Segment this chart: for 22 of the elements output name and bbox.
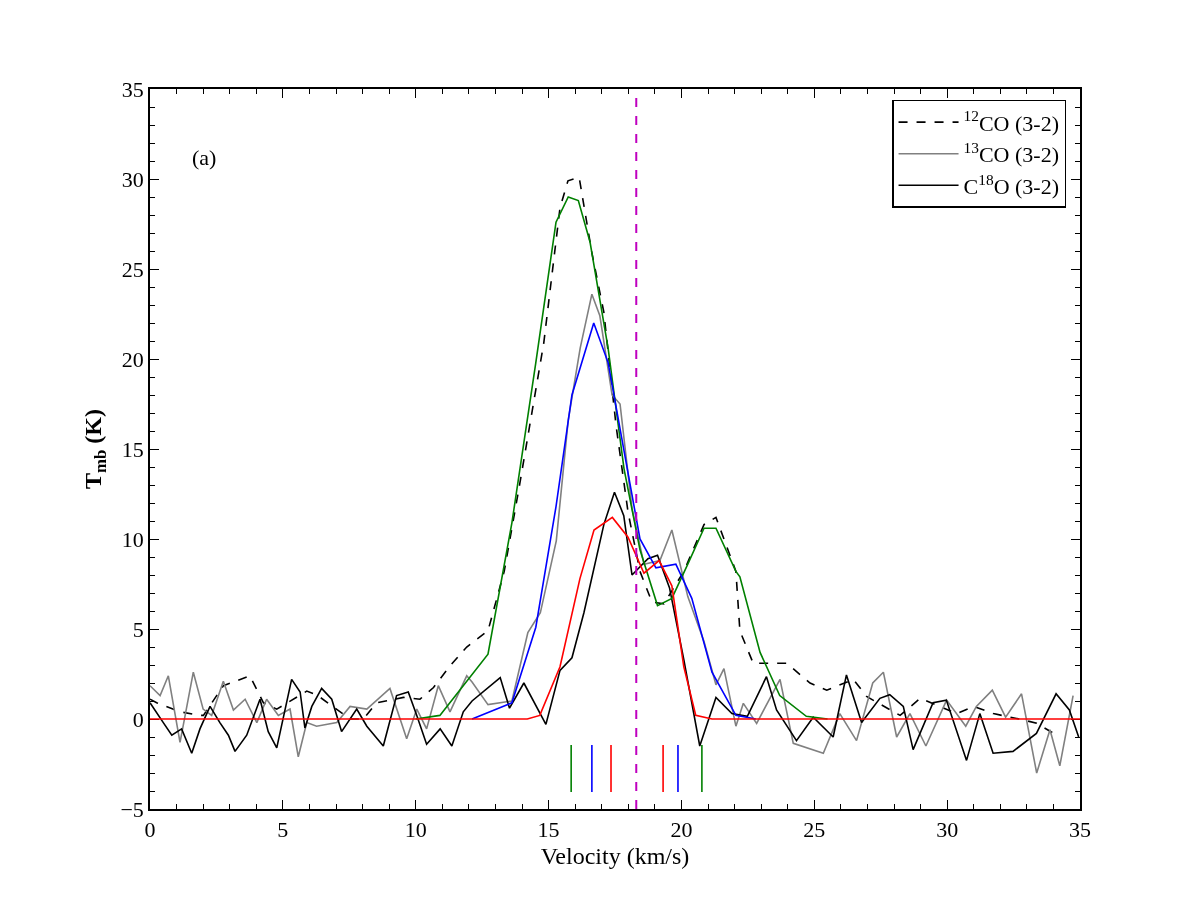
legend-label: C$^{18}$O (3-2) xyxy=(963,170,1059,199)
y-tick-label: 15 xyxy=(121,436,144,462)
x-tick-label: 5 xyxy=(277,817,289,843)
y-tick-label: 0 xyxy=(132,706,144,732)
legend-label: $^{13}$CO (3-2) xyxy=(963,139,1059,168)
y-tick-label: 10 xyxy=(121,526,144,552)
x-tick-label: 30 xyxy=(936,817,959,843)
x-axis-title: Velocity (km/s) xyxy=(540,842,690,869)
x-tick-label: 35 xyxy=(1069,817,1091,843)
y-tick-label: 25 xyxy=(121,256,144,282)
y-tick-label: −5 xyxy=(120,796,144,822)
legend-label: $^{12}$CO (3-2) xyxy=(963,107,1059,136)
line-series xyxy=(150,293,1074,774)
x-tick-label: 10 xyxy=(404,817,427,843)
annotation: (a) xyxy=(192,145,217,170)
y-tick-label: 5 xyxy=(132,616,144,642)
y-tick-label: 20 xyxy=(121,346,144,372)
x-tick-label: 25 xyxy=(803,817,826,843)
y-tick-label: 35 xyxy=(121,76,144,102)
x-tick-label: 20 xyxy=(670,817,693,843)
y-tick-label: 30 xyxy=(121,166,144,192)
x-tick-label: 15 xyxy=(537,817,560,843)
